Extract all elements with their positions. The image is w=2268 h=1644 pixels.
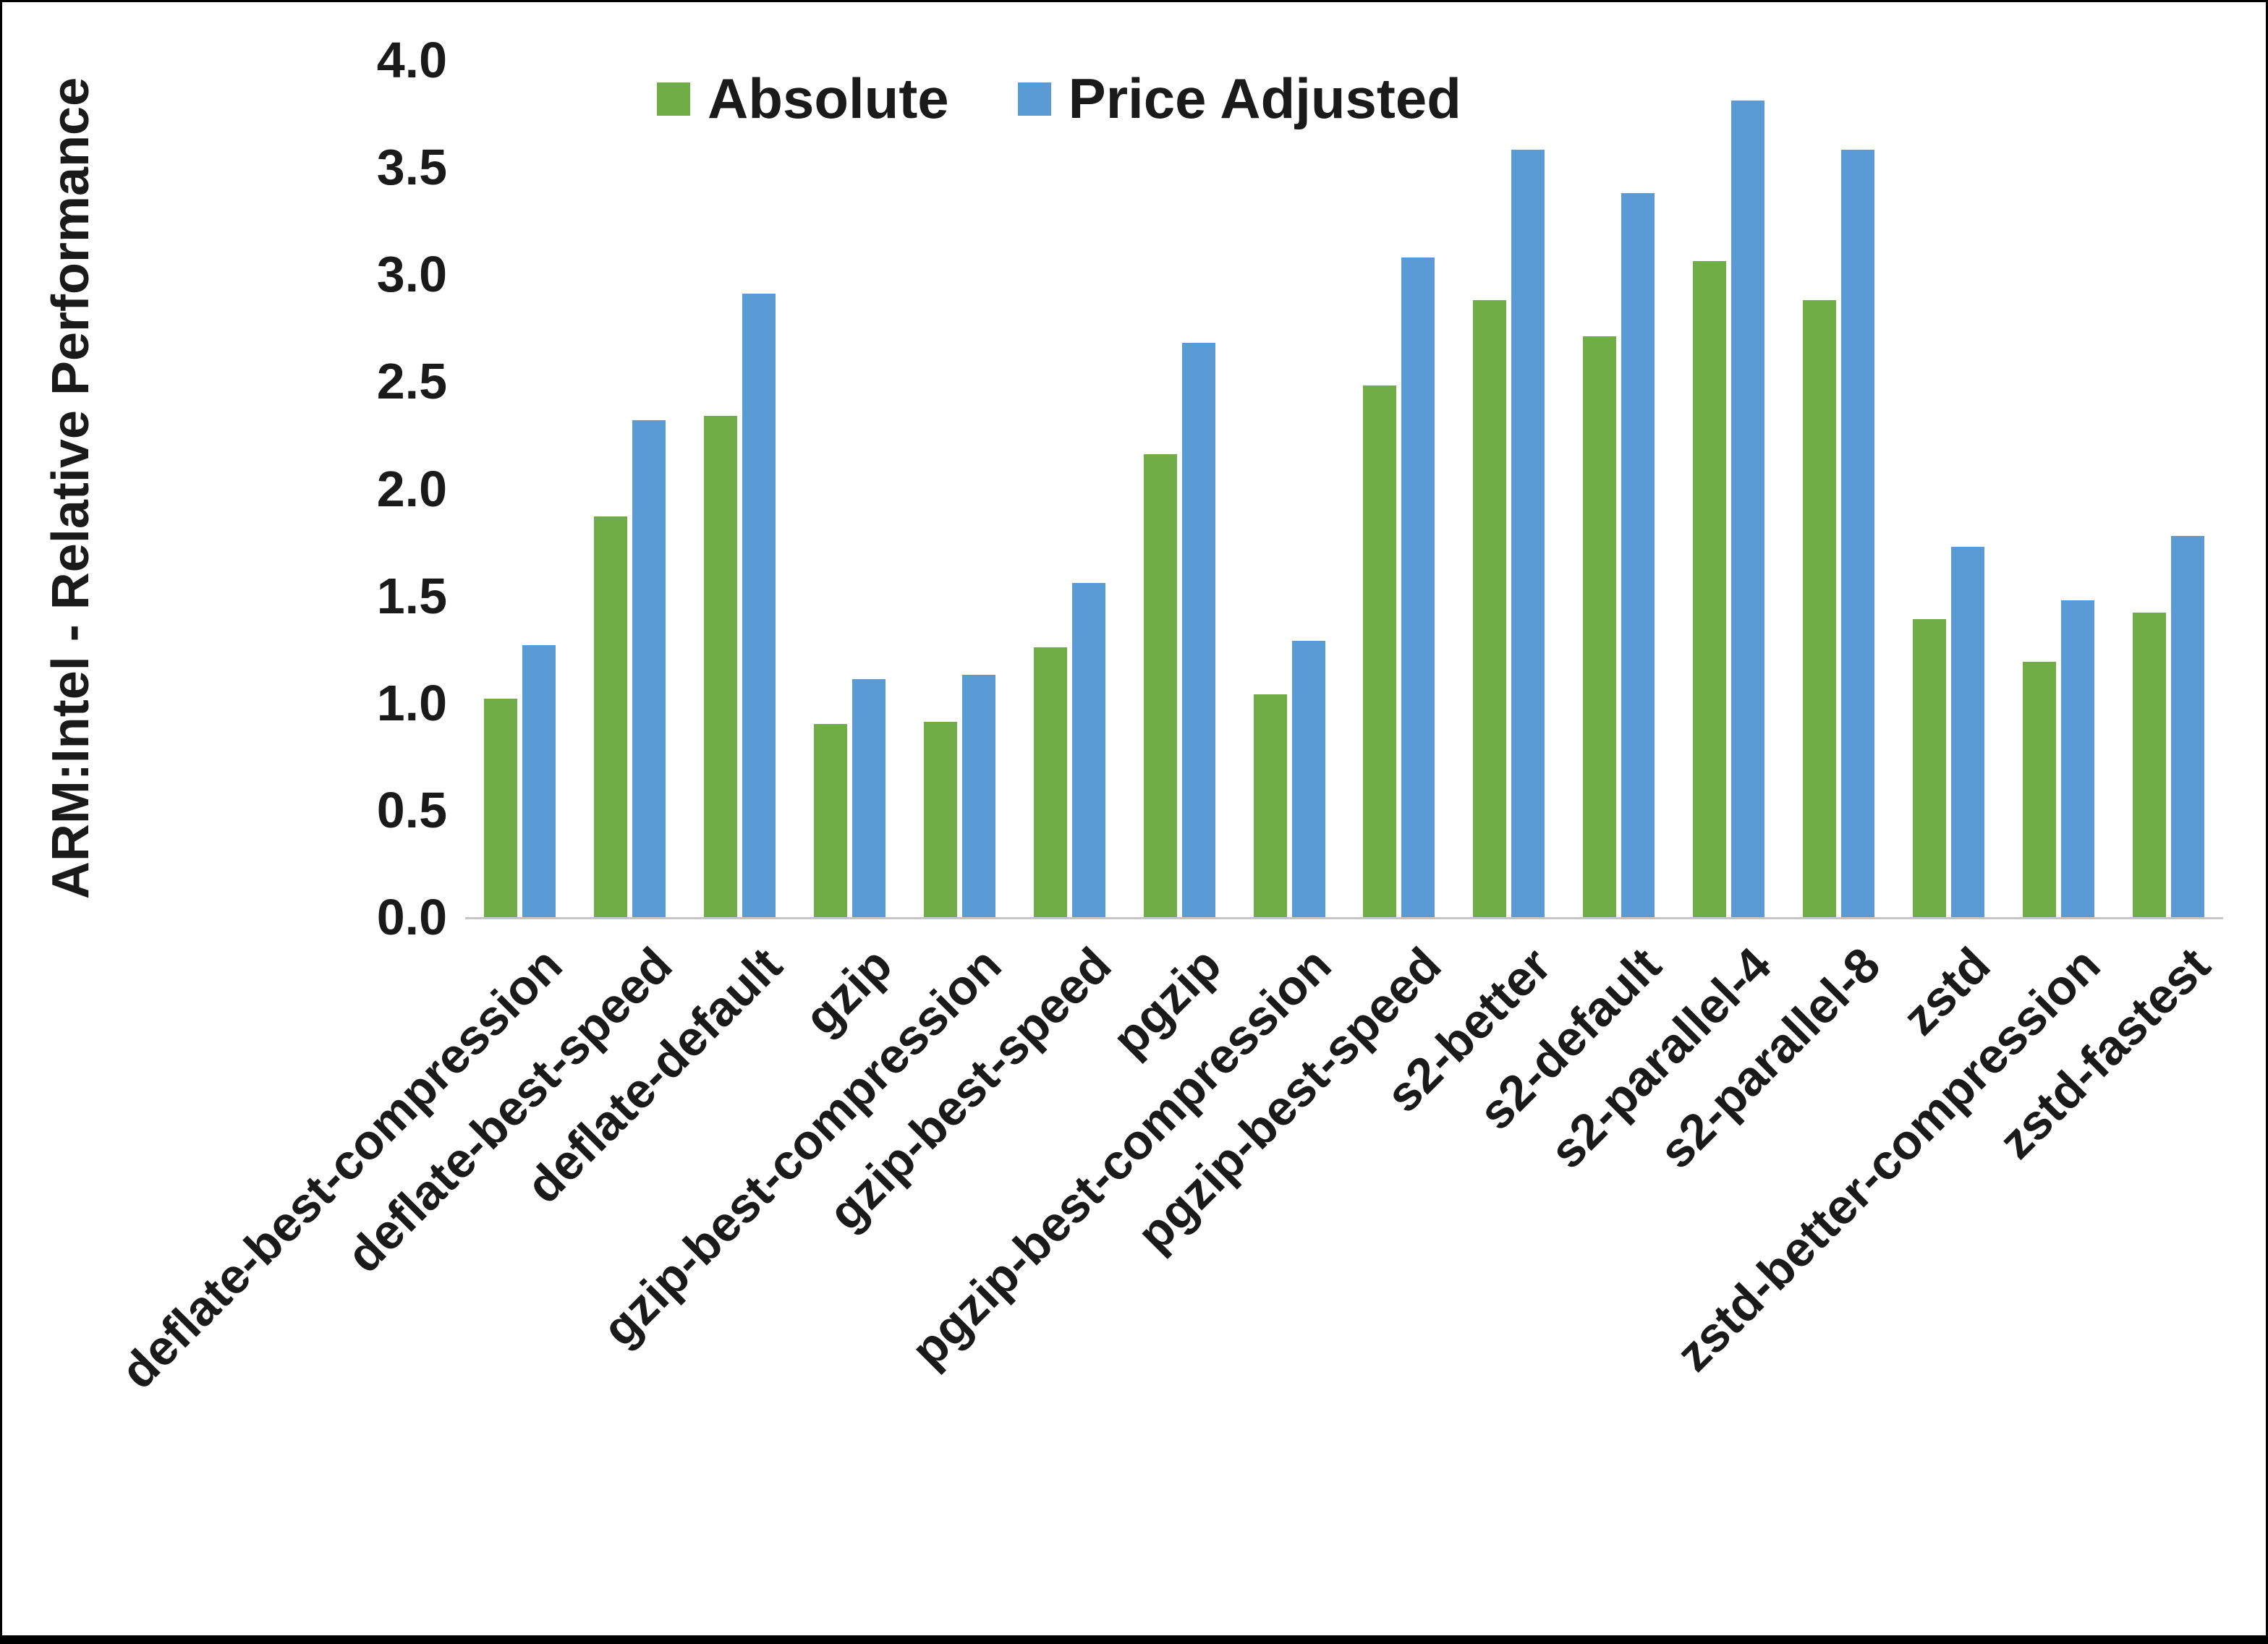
bar-price-adjusted xyxy=(1950,546,1984,917)
bar-group-zstd-better-compression xyxy=(2022,60,2094,917)
bar-group-gzip-best-compression xyxy=(923,60,995,917)
bar-group-pgzip-best-speed xyxy=(1363,60,1435,917)
bar-absolute xyxy=(2132,613,2166,917)
bar-price-adjusted xyxy=(1181,343,1215,917)
bar-absolute xyxy=(1473,299,1507,917)
bar-absolute xyxy=(1583,336,1617,917)
legend-label: Price Adjusted xyxy=(1068,67,1461,130)
bar-absolute xyxy=(1802,299,1836,917)
legend-item: Absolute xyxy=(657,66,949,132)
y-tick-label: 0.5 xyxy=(376,781,447,838)
legend-item: Price Adjusted xyxy=(1017,66,1461,132)
bar-price-adjusted xyxy=(1071,582,1105,917)
bar-absolute xyxy=(1693,261,1727,917)
legend-swatch-icon xyxy=(1017,82,1051,116)
bar-group-gzip-best-speed xyxy=(1033,60,1105,917)
bar-price-adjusted xyxy=(742,293,776,917)
bar-price-adjusted xyxy=(1840,150,1874,917)
y-tick-label: 4.0 xyxy=(376,32,447,88)
bar-absolute xyxy=(1143,454,1177,917)
legend-swatch-icon xyxy=(657,82,690,116)
bar-group-s2-default xyxy=(1583,60,1655,917)
plot-area xyxy=(465,60,2223,919)
legend: Absolute Price Adjusted xyxy=(657,66,1461,132)
bar-group-deflate-best-speed xyxy=(594,60,666,917)
y-tick-label: 3.5 xyxy=(376,139,447,196)
bar-group-s2-parallel-8 xyxy=(1802,60,1874,917)
bar-absolute xyxy=(1912,619,1946,917)
x-axis-labels: deflate-best-compression deflate-best-spe… xyxy=(110,927,2223,1549)
y-tick-label: 1.0 xyxy=(376,674,447,731)
bar-price-adjusted xyxy=(2170,535,2204,917)
y-tick-label: 2.0 xyxy=(376,460,447,517)
bar-absolute xyxy=(594,516,628,917)
bar-group-gzip xyxy=(814,60,886,917)
y-axis-title: ARM:Intel - Relative Performance xyxy=(42,77,100,900)
bar-price-adjusted xyxy=(1401,257,1435,917)
bar-group-zstd xyxy=(1912,60,1984,917)
bar-absolute xyxy=(923,722,957,917)
y-tick-label: 2.5 xyxy=(376,353,447,410)
bar-absolute xyxy=(1363,386,1397,917)
bar-absolute xyxy=(814,724,848,917)
bar-group-pgzip xyxy=(1143,60,1215,917)
bar-absolute xyxy=(704,415,738,917)
bar-price-adjusted xyxy=(1511,150,1545,917)
bar-group-s2-parallel-4 xyxy=(1693,60,1765,917)
y-tick-label: 0.0 xyxy=(376,889,447,945)
x-tick-label: deflate-best-compression xyxy=(110,937,573,1400)
bar-group-zstd-fastest xyxy=(2132,60,2204,917)
bar-price-adjusted xyxy=(961,675,995,917)
bar-group-pgzip-best-compression xyxy=(1253,60,1325,917)
bar-absolute xyxy=(1033,647,1067,917)
y-axis-tick-labels: 0.0 0.5 1.0 1.5 2.0 2.5 3.0 3.5 4.0 xyxy=(306,32,447,945)
bar-price-adjusted xyxy=(2060,600,2094,917)
y-tick-label: 1.5 xyxy=(376,567,447,624)
bar-absolute xyxy=(1253,694,1287,917)
bar-price-adjusted xyxy=(1731,101,1765,917)
bar-absolute xyxy=(484,698,518,917)
bar-price-adjusted xyxy=(852,679,886,917)
legend-label: Absolute xyxy=(708,67,949,130)
bar-group-deflate-best-compression xyxy=(484,60,556,917)
bar-price-adjusted xyxy=(632,419,666,917)
bar-price-adjusted xyxy=(1621,192,1655,917)
bar-absolute xyxy=(2022,662,2056,917)
bar-price-adjusted xyxy=(522,644,556,917)
bar-group-deflate-default xyxy=(704,60,776,917)
bar-price-adjusted xyxy=(1291,640,1325,917)
y-tick-label: 3.0 xyxy=(376,246,447,303)
bar-group-s2-better xyxy=(1473,60,1545,917)
